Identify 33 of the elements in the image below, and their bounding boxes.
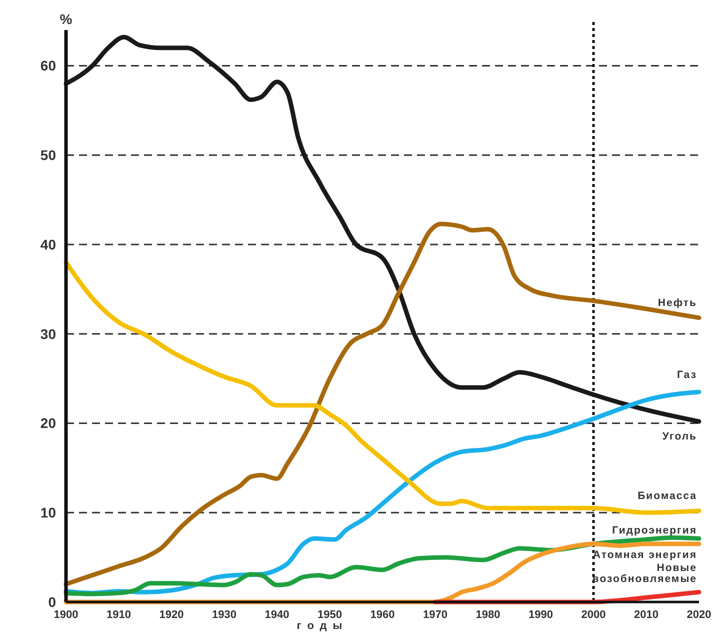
x-tick-label: 1980 bbox=[476, 609, 500, 621]
y-tick-label: 30 bbox=[40, 326, 56, 342]
x-tick-label: 1990 bbox=[528, 609, 553, 621]
y-tick-label: 20 bbox=[40, 415, 56, 432]
series-label: Новые возобновляемые bbox=[592, 562, 697, 586]
x-tick-label: 2010 bbox=[634, 609, 658, 621]
x-tick-label: 1940 bbox=[264, 609, 290, 621]
series-label: Нефть bbox=[658, 296, 697, 309]
y-axis-title: % bbox=[60, 11, 73, 27]
y-tick-label: 60 bbox=[40, 58, 56, 74]
x-tick-label: 1970 bbox=[423, 609, 448, 621]
line-series bbox=[64, 535, 702, 596]
x-tick-label: 1910 bbox=[106, 609, 131, 621]
series-label: Уголь bbox=[662, 430, 697, 442]
line-series bbox=[64, 222, 702, 586]
y-tick-label: 40 bbox=[40, 236, 56, 252]
x-tick-label: 2020 bbox=[686, 609, 712, 621]
x-axis-title: годы bbox=[296, 620, 348, 632]
x-tick-label: 2000 bbox=[581, 609, 606, 621]
x-tick-label: 1920 bbox=[159, 609, 184, 621]
x-tick-label: 1960 bbox=[370, 609, 395, 621]
series-label: Атомная энергия bbox=[592, 548, 697, 561]
line-series bbox=[433, 590, 702, 604]
x-tick-label: 1950 bbox=[318, 609, 342, 621]
y-tick-label: 0 bbox=[48, 594, 56, 610]
y-tick-label: 10 bbox=[40, 504, 56, 521]
series-label: Гидроэнергия bbox=[612, 524, 697, 537]
series-label: Биомасса bbox=[638, 490, 697, 502]
series-label: Газ bbox=[676, 368, 697, 381]
x-tick-label: 1900 bbox=[54, 609, 78, 621]
y-tick-label: 50 bbox=[40, 147, 56, 164]
line-series bbox=[64, 260, 702, 515]
x-tick-label: 1930 bbox=[212, 609, 236, 621]
